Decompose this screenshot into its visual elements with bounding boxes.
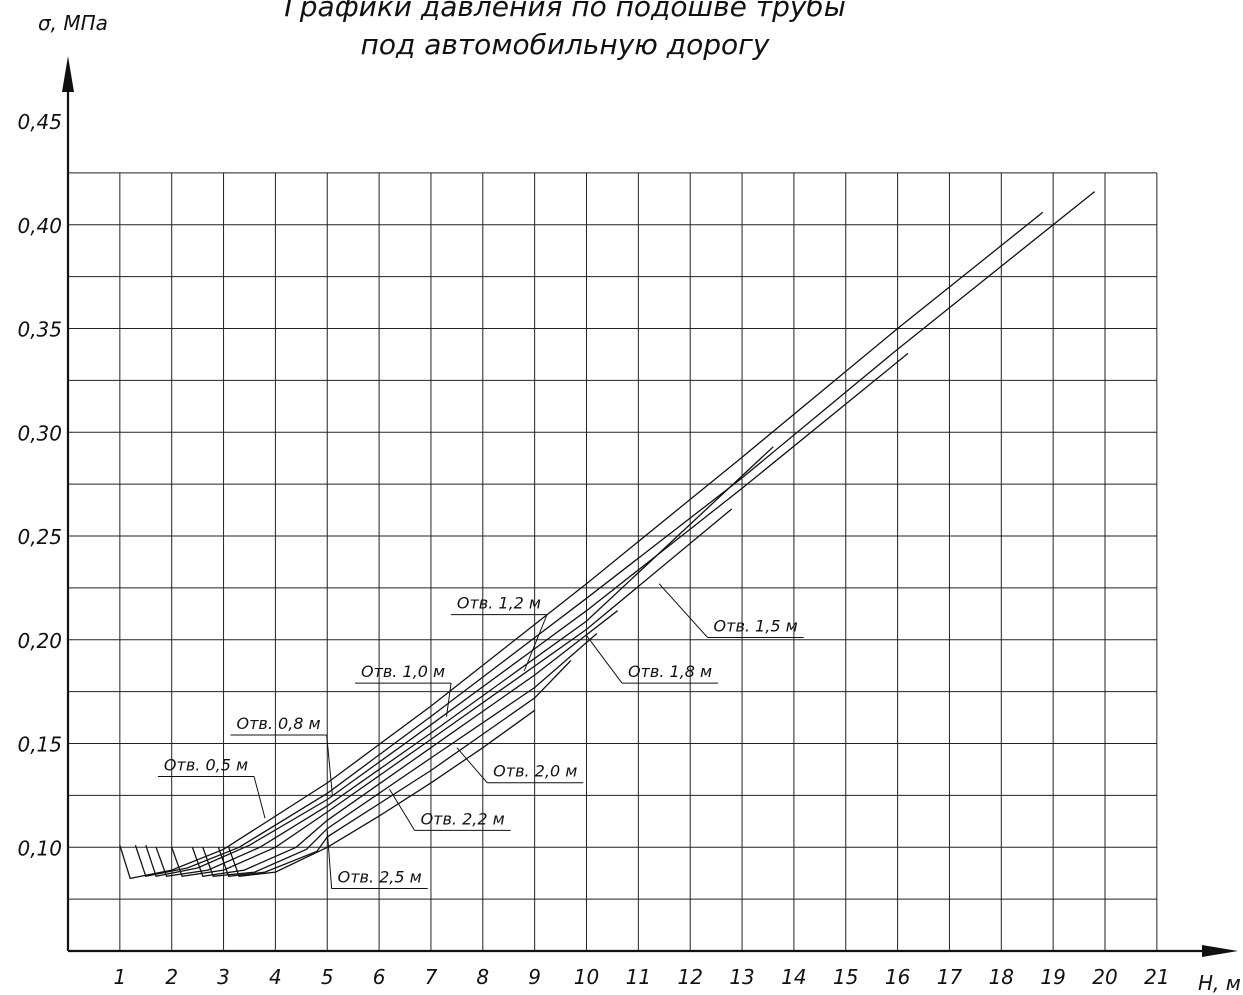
- series-label-leader: [523, 614, 548, 672]
- x-tick-label: 5: [321, 965, 334, 989]
- series-label-leader: [253, 776, 266, 819]
- series-labels: Отв. 0,5 м Отв. 0,8 м Отв. 1,0 м Отв. 1,2 м…: [157, 583, 804, 890]
- series-label-5: Отв. 1,5 м: [714, 616, 798, 635]
- series-line-1: [119, 211, 1044, 880]
- x-tick-label: 4: [269, 965, 282, 989]
- series-line-4: [155, 446, 774, 878]
- chart-title: Графики давления по подошве трубы под ав…: [284, 0, 846, 61]
- series-line-3: [145, 352, 909, 878]
- y-axis-label: σ, МПа: [38, 11, 108, 35]
- x-tick-label: 11: [626, 965, 651, 989]
- series-label-leader: [658, 583, 708, 638]
- chart-title-line-1: Графики давления по подошве трубы: [284, 0, 846, 23]
- series-line-7: [202, 633, 598, 877]
- y-axis-arrow: [62, 56, 74, 92]
- y-tick-label: 0,10: [17, 836, 62, 860]
- series-label-2: Отв. 0,8 м: [237, 714, 321, 733]
- series-label-leader: [326, 830, 333, 889]
- series-label-8: Отв. 2,2 м: [421, 809, 505, 828]
- x-tick-label: 1: [113, 965, 126, 989]
- x-tick-label: 21: [1144, 965, 1169, 989]
- x-axis-ticks: 1 2 3 4 5 6 7 8 9 10 11 12 13 14 15 16 17 18 19 20 21: [113, 965, 1169, 989]
- series-line-5: [171, 508, 733, 878]
- chart-series: [119, 191, 1096, 880]
- x-tick-label: 14: [781, 965, 806, 989]
- chart-axes: [62, 56, 1238, 957]
- x-tick-label: 19: [1040, 965, 1065, 989]
- x-tick-label: 16: [885, 965, 910, 989]
- series-label-leader: [586, 635, 623, 684]
- x-tick-label: 17: [937, 965, 963, 989]
- x-tick-label: 8: [476, 965, 489, 989]
- y-tick-label: 0,35: [17, 318, 62, 342]
- chart-title-line-2: под автомобильную дорогу: [361, 28, 770, 61]
- x-tick-label: 20: [1092, 965, 1117, 989]
- series-label-leader: [326, 734, 333, 796]
- series-label-leader: [446, 683, 452, 717]
- series-label-9: Отв. 2,5 м: [338, 868, 422, 887]
- series-line-9: [228, 709, 536, 878]
- x-tick-label: 12: [677, 965, 702, 989]
- x-tick-label: 9: [528, 965, 541, 989]
- series-label-6: Отв. 1,8 м: [628, 662, 712, 681]
- x-tick-label: 15: [833, 965, 858, 989]
- y-axis-ticks: 0,10 0,15 0,20 0,25 0,30 0,35 0,40 0,45: [17, 110, 62, 860]
- x-tick-label: 18: [989, 965, 1014, 989]
- y-tick-label: 0,20: [17, 629, 62, 653]
- series-label-3: Отв. 1,0 м: [361, 662, 445, 681]
- series-line-6: [191, 610, 618, 878]
- x-tick-label: 2: [165, 965, 178, 989]
- x-axis-label: Н, м: [1198, 971, 1241, 995]
- y-tick-label: 0,25: [17, 525, 62, 549]
- series-line-2: [134, 191, 1096, 878]
- x-axis-arrow: [1202, 945, 1238, 957]
- x-tick-label: 6: [373, 965, 386, 989]
- series-label-leader: [389, 788, 416, 831]
- series-label-leader: [456, 747, 488, 784]
- y-tick-label: 0,45: [17, 110, 62, 134]
- series-label-4: Отв. 1,2 м: [457, 594, 541, 613]
- y-tick-label: 0,30: [17, 421, 62, 445]
- chart-grid: [68, 172, 1158, 951]
- series-label-7: Отв. 2,0 м: [493, 762, 577, 781]
- y-tick-label: 0,15: [17, 733, 62, 757]
- x-tick-label: 7: [425, 965, 438, 989]
- x-tick-label: 10: [574, 965, 599, 989]
- x-tick-label: 3: [217, 965, 230, 989]
- series-label-1: Отв. 0,5 м: [164, 755, 248, 774]
- x-tick-label: 13: [729, 965, 754, 989]
- series-line-8: [217, 660, 572, 878]
- y-tick-label: 0,40: [17, 214, 62, 238]
